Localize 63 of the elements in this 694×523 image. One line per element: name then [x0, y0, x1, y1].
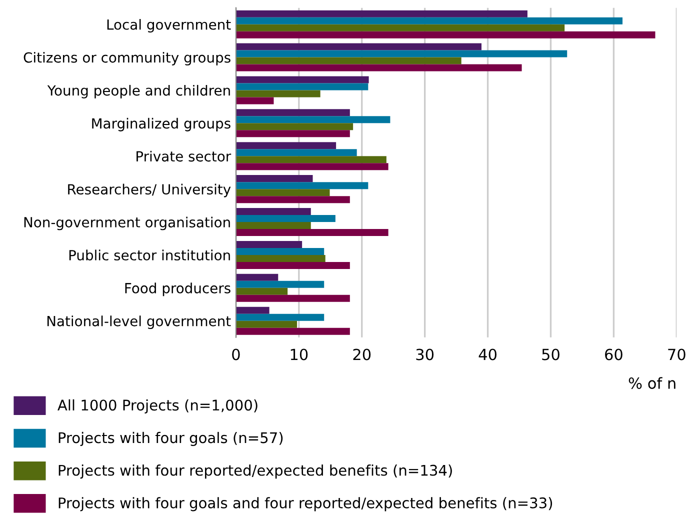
bar: [236, 64, 522, 72]
legend-label: Projects with four goals and four reported/expected benefits (n=33): [58, 497, 552, 512]
bar: [236, 294, 350, 302]
bar: [236, 83, 368, 90]
x-axis-title: % of n: [628, 377, 676, 389]
bar: [236, 10, 528, 18]
bar: [236, 123, 354, 130]
x-tick-label: 70: [668, 348, 686, 360]
legend-label: Projects with four reported/expected benefits (n=134): [58, 464, 452, 479]
x-tick-label: 60: [605, 348, 622, 360]
y-tick-label: Researchers/ University: [68, 184, 231, 198]
bar: [236, 130, 350, 138]
bar: [236, 215, 336, 222]
bar: [236, 262, 350, 269]
y-tick-label: Private sector: [136, 150, 232, 162]
y-tick-label: Marginalized groups: [92, 118, 230, 132]
x-tick-label: 40: [478, 348, 496, 360]
bar: [236, 288, 288, 295]
y-tick-label: Non-government organisation: [24, 216, 230, 230]
bar: [236, 24, 565, 32]
bar: [236, 229, 388, 236]
legend-label: All 1000 Projects (n=1,000): [58, 399, 258, 414]
bar: [236, 31, 656, 38]
bar: [236, 76, 369, 84]
bar: [236, 57, 462, 64]
bar: [236, 182, 368, 190]
bar: [236, 274, 278, 281]
bar: [236, 306, 270, 314]
x-tick-label: 30: [416, 348, 434, 360]
bar: [236, 43, 482, 50]
bar: [236, 163, 388, 170]
bar: [236, 90, 320, 98]
bar: [236, 149, 357, 156]
bar: [236, 109, 350, 116]
x-tick-label: 20: [353, 348, 371, 360]
bar: [236, 328, 350, 335]
legend-label: Projects with four goals (n=57): [58, 432, 283, 446]
y-tick-label: Public sector institution: [69, 250, 230, 260]
bar: [236, 248, 324, 255]
y-tick-label: Food producers: [125, 282, 230, 296]
y-tick-label: Citizens or community groups: [24, 52, 230, 66]
x-tick-label: 50: [542, 348, 560, 360]
bar: [236, 222, 311, 230]
bar: [236, 254, 326, 262]
bar: [236, 175, 313, 182]
y-tick-label: National-level government: [47, 316, 231, 330]
bar: [236, 97, 274, 104]
bar: [236, 208, 311, 216]
y-tick-label: Young people and children: [47, 84, 230, 98]
bar: [236, 280, 324, 288]
bar: [236, 320, 298, 328]
bar: [236, 17, 623, 24]
bar: [236, 50, 568, 58]
bar: [236, 189, 330, 196]
bar: [236, 314, 324, 321]
y-tick-label: Local government: [107, 19, 231, 32]
bar: [236, 116, 390, 124]
bar: [236, 240, 302, 248]
bar: [236, 142, 336, 150]
x-tick-label: 10: [290, 348, 308, 360]
bar: [236, 196, 350, 204]
x-tick-label: 0: [232, 348, 240, 360]
bar: [236, 156, 386, 164]
